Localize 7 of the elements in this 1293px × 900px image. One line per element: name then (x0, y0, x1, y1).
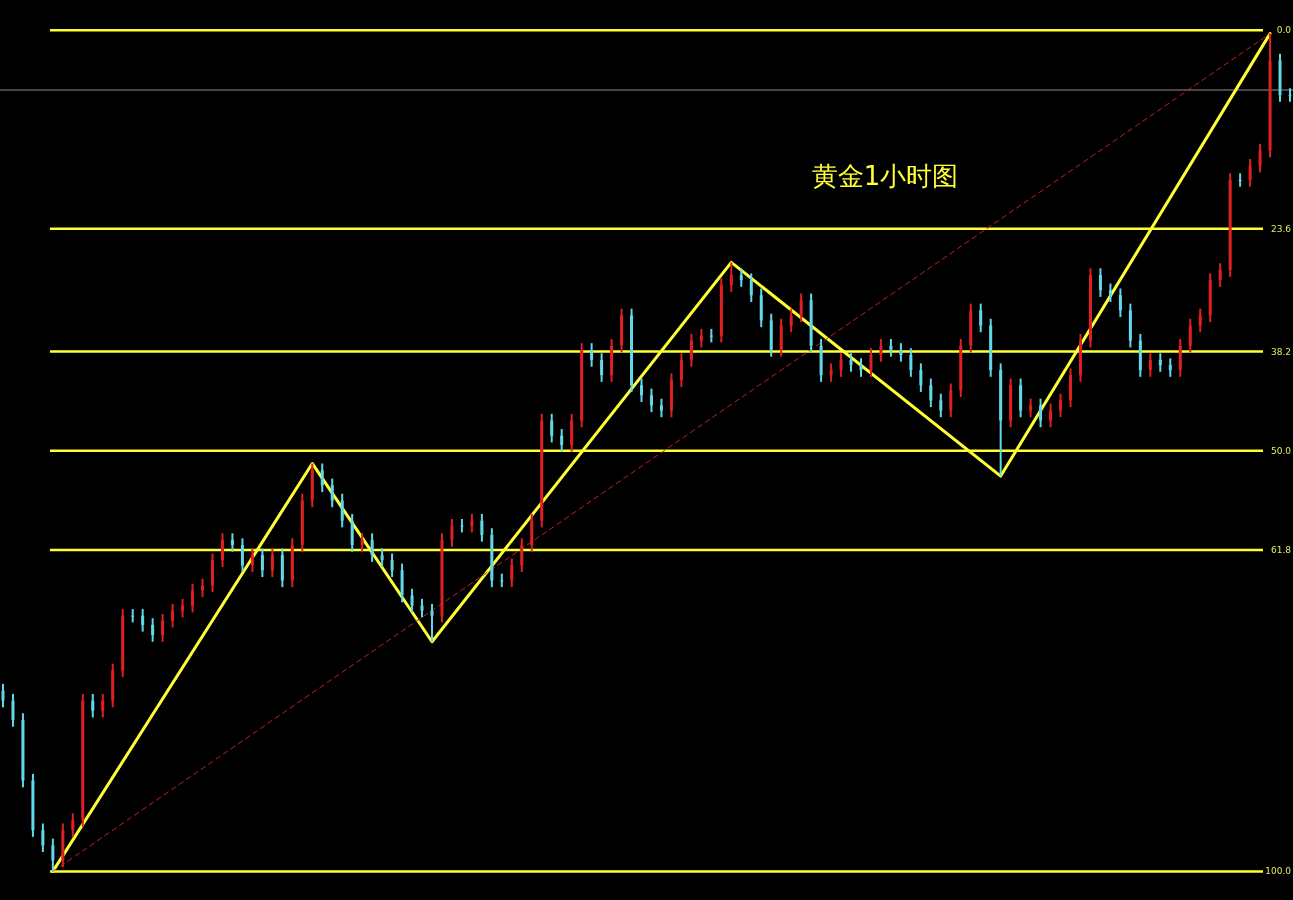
y-tick-label: 38.2 (1270, 346, 1291, 357)
text: 黄金1小时图 (811, 161, 959, 191)
y-tick-label: 0.0 (1276, 25, 1292, 36)
y-tick-label: 100.0 (1265, 866, 1292, 877)
y-tick-label: 50.0 (1270, 445, 1292, 456)
y-tick-label: 61.8 (1270, 545, 1292, 556)
y-tick-label: 23.6 (1270, 223, 1292, 234)
